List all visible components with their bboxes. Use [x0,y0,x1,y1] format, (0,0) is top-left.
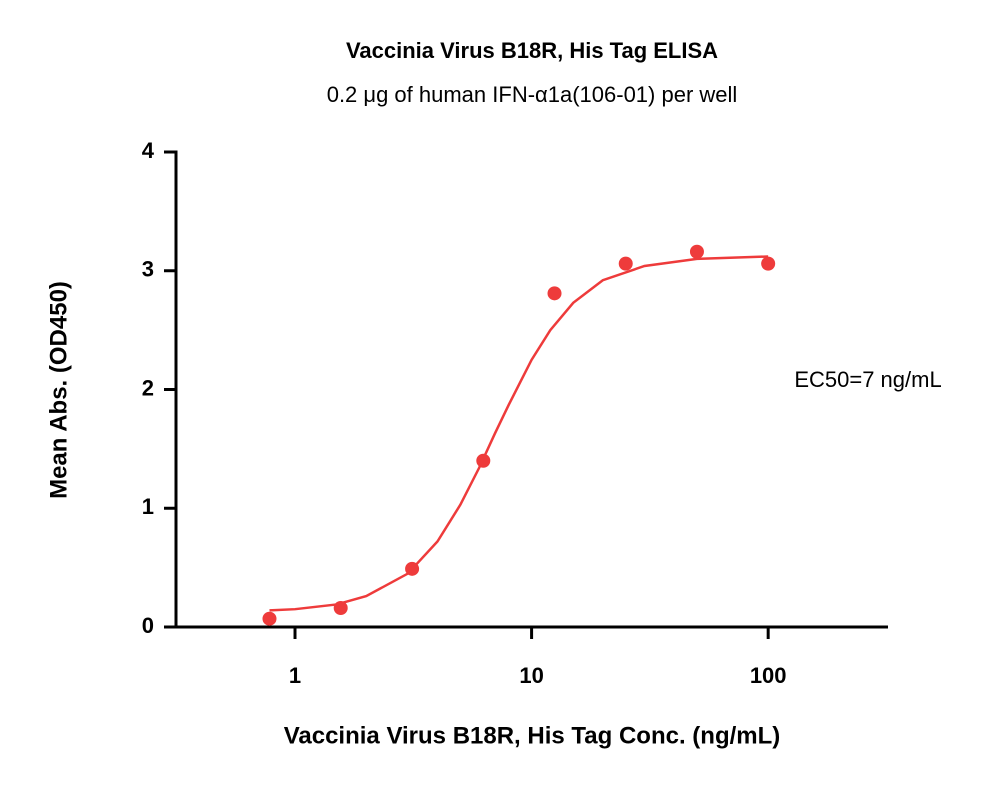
x-tick-label: 1 [289,663,301,688]
y-tick-label: 2 [142,375,154,400]
data-point [262,611,277,626]
chart-subtitle: 0.2 μg of human IFN-α1a(106-01) per well [327,82,738,107]
chart-title: Vaccinia Virus B18R, His Tag ELISA [346,38,718,63]
y-tick-label: 1 [142,494,154,519]
y-axis-label: Mean Abs. (OD450) [45,281,72,499]
annotation: EC50=7 ng/mL [794,367,941,392]
data-point [547,286,562,301]
data-point [689,244,704,259]
fit-curve [269,255,769,612]
data-point [405,561,420,576]
y-tick-label: 4 [142,138,155,163]
x-tick-label: 100 [750,663,787,688]
y-tick-label: 3 [142,257,154,282]
x-tick-label: 10 [519,663,543,688]
data-point [476,453,491,468]
y-tick-label: 0 [142,613,154,638]
data-point [761,256,776,271]
data-point [618,256,633,271]
x-axis-label: Vaccinia Virus B18R, His Tag Conc. (ng/m… [284,722,781,749]
data-point [333,601,348,615]
